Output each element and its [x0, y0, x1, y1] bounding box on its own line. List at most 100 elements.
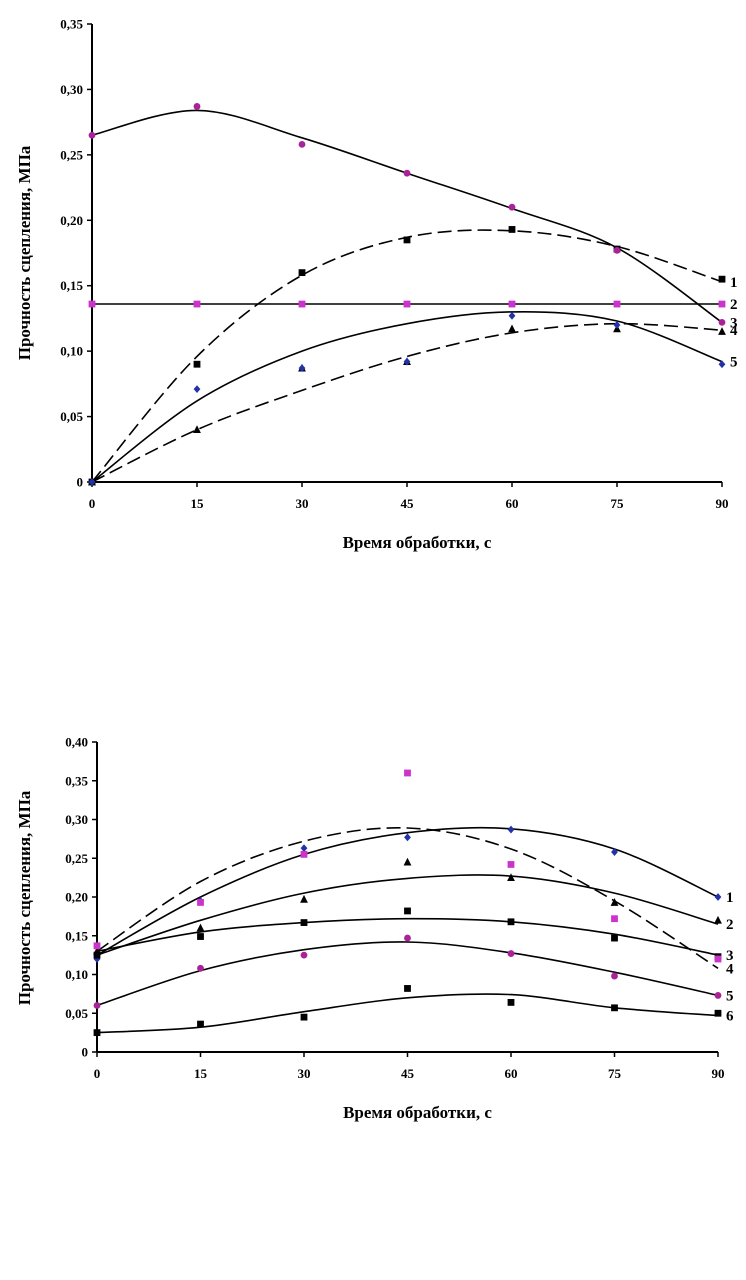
data-point-6 — [714, 992, 722, 999]
data-point-5 — [611, 972, 618, 980]
series-label-1: 1 — [726, 890, 734, 906]
series-3: 3 — [88, 103, 738, 331]
series-line-5 — [96, 941, 719, 1007]
series-label-3: 3 — [726, 948, 734, 964]
data-point-4 — [508, 226, 516, 233]
data-point-6 — [714, 1009, 722, 1017]
x-tick-label: 30 — [298, 1066, 311, 1081]
data-point-5 — [613, 300, 621, 308]
data-point-3 — [403, 357, 411, 366]
series-label-6: 6 — [726, 1009, 734, 1025]
x-tick-label: 60 — [506, 496, 519, 511]
y-tick-label: 0,30 — [65, 812, 88, 827]
data-point-4 — [508, 300, 516, 308]
data-point-2 — [300, 951, 308, 959]
data-point-5 — [611, 934, 618, 942]
series-4: 4 — [93, 769, 734, 977]
data-point-2 — [300, 850, 308, 858]
data-point-2 — [298, 364, 306, 373]
data-point-0 — [88, 300, 96, 308]
data-point-5 — [611, 1004, 618, 1012]
series-5: 5 — [88, 311, 738, 486]
data-point-3 — [404, 907, 411, 915]
data-point-3 — [404, 934, 411, 942]
series-line-3 — [91, 109, 723, 324]
y-tick-label: 0,05 — [60, 409, 83, 424]
x-tick-label: 0 — [94, 1066, 101, 1081]
series-label-4: 4 — [730, 323, 738, 339]
data-point-1 — [197, 964, 204, 972]
y-tick-label: 0,30 — [60, 82, 83, 97]
y-tick-label: 0,35 — [65, 773, 88, 788]
series-label-4: 4 — [726, 961, 734, 977]
x-tick-label: 60 — [505, 1066, 518, 1081]
y-tick-label: 0,10 — [65, 967, 88, 982]
data-point-5 — [610, 898, 619, 906]
data-point-6 — [718, 275, 726, 283]
data-point-5 — [611, 915, 618, 923]
y-tick-label: 0,25 — [60, 147, 83, 162]
x-tick-label: 90 — [712, 1066, 725, 1081]
series-line-3 — [96, 917, 719, 956]
series-line-4 — [96, 827, 719, 969]
y-tick-label: 0,15 — [60, 278, 83, 293]
x-axis-label: Время обработки, с — [343, 533, 492, 552]
data-point-3 — [403, 169, 411, 177]
series-label-3: 3 — [730, 315, 738, 331]
data-point-0 — [93, 942, 101, 950]
y-tick-label: 0,05 — [65, 1006, 88, 1021]
data-point-1 — [197, 933, 204, 940]
data-point-4 — [508, 311, 516, 320]
series-1: 1 — [88, 226, 738, 486]
data-point-1 — [193, 385, 201, 393]
data-point-6 — [718, 360, 726, 369]
series-label-1: 1 — [730, 275, 738, 291]
y-tick-label: 0,15 — [65, 928, 88, 943]
data-point-3 — [403, 857, 412, 866]
series-line-4 — [91, 322, 723, 483]
series-label-5: 5 — [726, 988, 734, 1004]
series-label-2: 2 — [726, 917, 734, 933]
data-point-4 — [507, 918, 515, 926]
x-axis-label: Время обработки, с — [343, 1103, 492, 1122]
data-point-2 — [298, 300, 306, 308]
data-point-5 — [613, 246, 621, 254]
data-point-4 — [507, 999, 515, 1006]
data-point-1 — [193, 425, 201, 434]
x-tick-label: 30 — [296, 496, 309, 511]
y-tick-label: 0,20 — [65, 890, 88, 905]
data-point-1 — [193, 360, 201, 368]
series-line-2 — [96, 874, 719, 956]
data-point-0 — [93, 1029, 101, 1037]
data-point-1 — [193, 103, 201, 110]
data-point-3 — [403, 300, 411, 308]
data-point-4 — [508, 203, 516, 211]
y-axis-label: Прочность сцепления, МПа — [15, 145, 34, 360]
data-point-2 — [300, 1013, 308, 1021]
series-label-2: 2 — [730, 297, 738, 313]
x-tick-label: 75 — [611, 496, 625, 511]
data-point-0 — [88, 131, 96, 139]
series-line-1 — [91, 229, 723, 483]
x-tick-label: 15 — [194, 1066, 208, 1081]
data-point-0 — [88, 478, 96, 486]
series-line-6 — [96, 993, 719, 1034]
data-point-3 — [404, 833, 411, 842]
x-tick-label: 45 — [401, 496, 415, 511]
data-point-6 — [714, 893, 722, 901]
data-point-4 — [507, 825, 515, 834]
x-tick-label: 75 — [608, 1066, 622, 1081]
y-tick-label: 0 — [82, 1045, 89, 1060]
y-tick-label: 0 — [77, 475, 84, 490]
y-tick-label: 0,25 — [65, 851, 88, 866]
y-tick-label: 0,35 — [60, 17, 83, 32]
y-tick-label: 0,20 — [60, 213, 83, 228]
series-line-5 — [91, 311, 723, 483]
series-3: 3 — [93, 907, 734, 964]
data-point-2 — [298, 140, 306, 148]
y-axis-label: Прочность сцепления, МПа — [15, 790, 34, 1005]
data-point-0 — [93, 1002, 101, 1009]
data-point-1 — [193, 300, 201, 308]
data-point-3 — [404, 769, 411, 777]
